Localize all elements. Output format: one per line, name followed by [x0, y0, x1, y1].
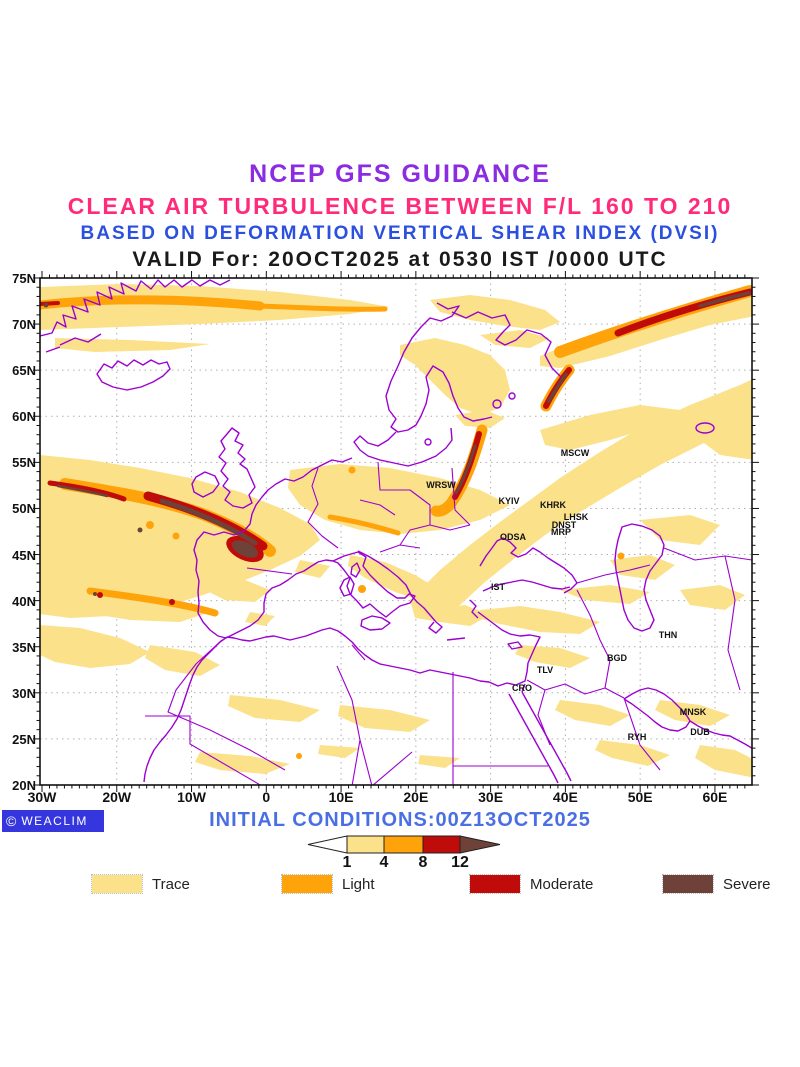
legend-swatch-light — [281, 874, 333, 894]
city-label-mnsk: MNSK — [680, 707, 707, 717]
legend-label-severe: Severe — [723, 876, 771, 893]
lat-label: 40N — [12, 593, 36, 609]
colorbar-value: 1 — [342, 854, 352, 871]
weaclim-logo-text: WEACLIM — [21, 814, 88, 828]
lat-label: 25N — [12, 731, 36, 747]
lat-label: 30N — [12, 685, 36, 701]
weaclim-logo[interactable]: © WEACLIM — [2, 810, 104, 832]
lat-label: 20N — [12, 777, 36, 793]
legend-swatch-moderate — [469, 874, 521, 894]
lat-label: 70N — [12, 317, 36, 333]
page-title: NCEP GFS GUIDANCE — [249, 160, 551, 188]
subtitle-turbulence: CLEAR AIR TURBULENCE BETWEEN F/L 160 TO … — [67, 193, 733, 219]
lat-label: 50N — [12, 501, 36, 517]
colorbar-light-segment — [383, 835, 424, 854]
lon-label: 20W — [102, 789, 132, 805]
valid-time: VALID For: 20OCT2025 at 0530 IST /0000 U… — [132, 248, 668, 271]
city-label-dub: DUB — [690, 727, 710, 737]
colorbar-moderate-segment — [422, 835, 461, 854]
country-borders — [145, 461, 752, 785]
colorbar-value: 4 — [379, 854, 389, 871]
city-label-ist: IST — [491, 582, 506, 592]
lat-label: 65N — [12, 363, 36, 379]
lon-label: 50E — [627, 789, 653, 805]
city-label-ryh: RYH — [628, 732, 647, 742]
city-label-lhsk: LHSK — [564, 512, 589, 522]
lon-label: 60E — [702, 789, 728, 805]
city-label-thn: THN — [659, 630, 678, 640]
lat-label: 60N — [12, 409, 36, 425]
turbulence-light-spots — [146, 466, 625, 759]
lon-label: 30W — [27, 789, 57, 805]
lon-label: 10W — [177, 789, 206, 805]
lat-label: 35N — [12, 639, 36, 655]
lon-label: 30E — [478, 789, 504, 805]
subtitle-method: BASED ON DEFORMATION VERTICAL SHEAR INDE… — [80, 223, 720, 244]
colorbar-severe-arrow — [459, 835, 501, 854]
lon-label: 20E — [403, 789, 429, 805]
intensity-colorbar — [307, 835, 501, 854]
city-label-wrsw: WRSW — [426, 480, 456, 490]
city-label-cro: CRO — [512, 683, 532, 693]
legend-swatch-severe — [662, 874, 714, 894]
turbulence-trace-areas — [40, 284, 752, 778]
colorbar-trace-segment — [346, 835, 385, 854]
lon-label: 10E — [328, 789, 354, 805]
city-label-tlv: TLV — [537, 665, 553, 675]
legend-label-trace: Trace — [152, 876, 190, 893]
colorbar-left-arrow — [307, 835, 348, 854]
legend-swatch-trace — [91, 874, 143, 894]
copyright-circle-icon: © — [6, 813, 17, 829]
colorbar-value: 12 — [451, 854, 469, 871]
turbulence-severe-spots — [43, 302, 259, 596]
map-frame — [39, 277, 753, 786]
city-label-bgd: BGD — [607, 653, 628, 663]
city-label-kyiv: KYIV — [498, 496, 519, 506]
turbulence-severe-streaks — [56, 291, 751, 546]
city-label-mrp: MRP — [551, 527, 571, 537]
city-label-dnst: DNST — [552, 520, 577, 530]
initial-conditions-text: INITIAL CONDITIONS:00Z13OCT2025 — [209, 809, 591, 831]
legend-label-light: Light — [342, 876, 375, 893]
lat-label: 75N — [12, 271, 36, 286]
city-label-mscw: MSCW — [561, 448, 590, 458]
coastlines — [40, 279, 752, 784]
city-label-khrk: KHRK — [540, 500, 566, 510]
lon-label: 40E — [552, 789, 578, 805]
legend-label-moderate: Moderate — [530, 876, 594, 893]
lat-label: 55N — [12, 455, 36, 471]
colorbar-value: 8 — [418, 854, 428, 871]
city-label-odsa: ODSA — [500, 532, 527, 542]
lat-label: 45N — [12, 547, 36, 563]
lon-label: 0 — [262, 789, 271, 805]
